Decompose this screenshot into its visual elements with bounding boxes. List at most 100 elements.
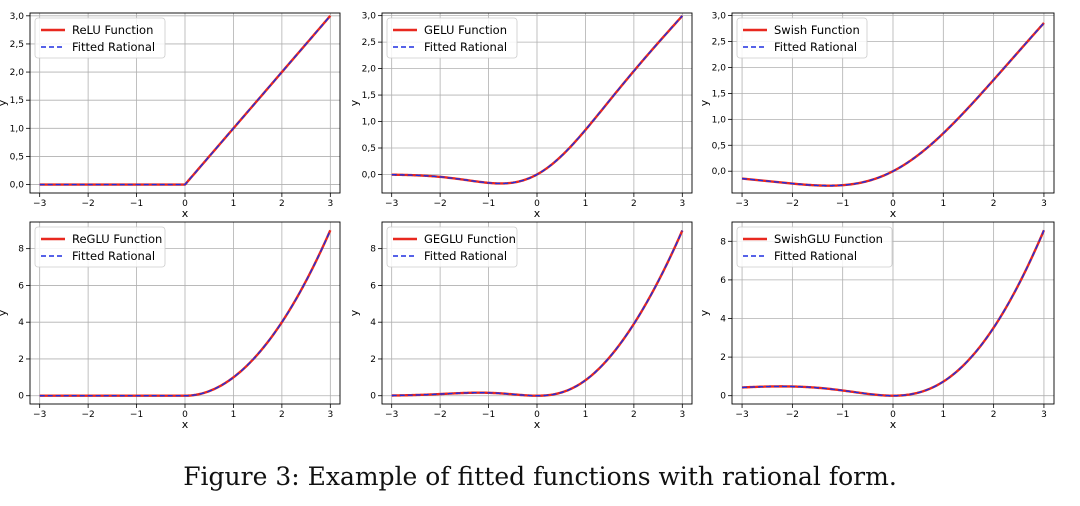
x-tick-label: −1 [482,199,495,209]
y-tick-label: 6 [18,281,24,291]
x-axis-label: x [182,207,189,220]
y-tick-label: 1,5 [712,89,726,99]
y-tick-label: 1,0 [712,115,727,125]
legend [736,226,893,268]
x-tick-label: 1 [940,199,946,209]
legend-label: Fitted Rational [774,249,857,263]
legend [386,226,518,268]
y-tick-label: 0,5 [712,141,726,151]
x-tick-label: −3 [33,410,46,420]
chart-1: −3 −2 −1 0 1 2 3 0,0 0,5 1,0 1,5 2,0 2,5 3,0 x y ReLU Fu… [0,12,341,220]
x-tick-label: 3 [327,410,333,420]
y-tick-label: 2,5 [362,38,376,48]
plot-frame [29,221,341,405]
x-tick-label: 1 [583,410,589,420]
plot-frame [381,12,693,194]
x-tick-label: 2 [991,410,997,420]
plot-frame [731,12,1055,194]
x-tick-label: −1 [130,199,143,209]
x-tick-label: −1 [836,199,849,209]
series-rational-line [39,229,331,397]
y-axis-label: y [698,99,711,106]
legend-label: Fitted Rational [424,249,507,263]
y-tick-label: 2,5 [10,40,24,50]
chart-4: −3 −2 −1 0 1 2 3 0 2 4 6 8 x y ReGLU Function Fitted Ra… [0,221,341,431]
y-tick-label: 2 [720,353,726,363]
x-tick-label: 0 [534,410,540,420]
y-tick-label: 3,0 [712,12,727,22]
y-tick-label: 8 [18,245,24,255]
x-tick-label: 1 [940,410,946,420]
x-tick-label: −2 [81,410,94,420]
x-tick-label: 2 [631,410,637,420]
series-rational-line [391,15,683,185]
x-axis-label: x [890,418,897,431]
x-tick-label: 3 [1041,410,1047,420]
x-tick-label: 3 [327,199,333,209]
y-tick-label: 1,0 [362,118,377,128]
x-tick-label: 0 [890,410,896,420]
series-rational-line [391,230,683,397]
x-tick-label: 0 [890,199,896,209]
legend [34,226,166,268]
y-axis-label: y [698,309,711,316]
y-axis-label: y [0,99,9,106]
x-axis-label: x [534,418,541,431]
x-tick-label: −1 [836,410,849,420]
legend [386,17,518,59]
figure-plots: −3 −2 −1 0 1 2 3 0,0 0,5 1,0 1,5 2,0 2,5 3,0 x y ReLU Fu… [0,12,1055,431]
legend-label: GEGLU Function [424,232,516,246]
y-axis-label: y [348,309,361,316]
x-tick-label: 3 [1041,199,1047,209]
x-tick-label: 2 [991,199,997,209]
x-tick-label: −3 [33,199,46,209]
y-tick-label: 0,0 [10,181,25,191]
y-tick-label: 0,0 [362,170,377,180]
x-tick-label: 0 [534,199,540,209]
x-tick-label: −2 [786,199,799,209]
series-rational-line [39,15,331,186]
y-tick-label: 1,0 [10,124,25,134]
x-tick-label: 3 [679,410,685,420]
legend-label: Fitted Rational [72,40,155,54]
y-tick-label: 0,0 [712,167,727,177]
x-tick-label: 0 [182,199,188,209]
x-tick-label: 1 [583,199,589,209]
y-tick-label: 8 [720,237,726,247]
legend-label: Swish Function [774,23,860,37]
y-tick-label: 8 [370,245,376,255]
plot-frame [381,221,693,405]
x-tick-label: −2 [786,410,799,420]
legend-label: Fitted Rational [424,40,507,54]
series-rational-line [742,229,1045,397]
x-tick-label: −2 [433,199,446,209]
x-tick-label: 3 [679,199,685,209]
y-tick-label: 2,0 [10,68,25,78]
y-tick-label: 6 [370,281,376,291]
y-tick-label: 0 [370,392,376,402]
legend-label: ReLU Function [72,23,153,37]
x-tick-label: −3 [385,410,398,420]
y-axis-label: y [348,99,361,106]
chart-3: −3 −2 −1 0 1 2 3 0,0 0,5 1,0 1,5 2,0 2,5 3,0 x y Swish F… [698,12,1055,220]
legend [34,17,166,59]
y-tick-label: 2 [370,355,376,365]
legend-label: Fitted Rational [72,249,155,263]
legend-label: SwishGLU Function [774,232,883,246]
y-tick-label: 1,5 [362,91,376,101]
y-tick-label: 0 [720,392,726,402]
figure-caption: Figure 3: Example of fitted functions wi… [183,462,897,491]
x-tick-label: 1 [231,199,237,209]
x-axis-label: x [534,207,541,220]
legend-label: ReGLU Function [72,232,162,246]
legend-label: GELU Function [424,23,507,37]
x-tick-label: −3 [385,199,398,209]
plot-frame [29,12,341,194]
y-tick-label: 4 [720,315,726,325]
x-tick-label: −3 [735,410,748,420]
y-tick-label: 3,0 [10,12,25,22]
x-tick-label: 2 [279,410,285,420]
x-tick-label: −1 [130,410,143,420]
chart-5: −3 −2 −1 0 1 2 3 0 2 4 6 8 x y GEGLU Function Fitted Ra… [348,221,693,431]
chart-6: −3 −2 −1 0 1 2 3 0 2 4 6 8 x y SwishGLU Function Fitted… [698,221,1055,431]
